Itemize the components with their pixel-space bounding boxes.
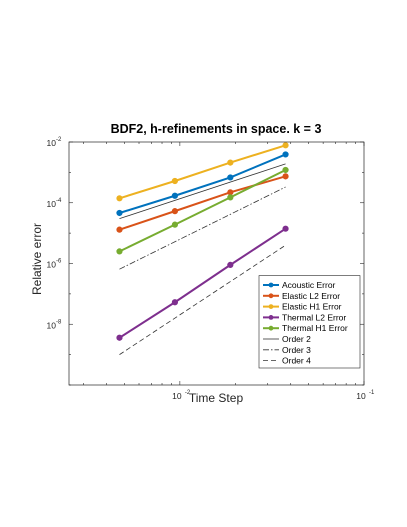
data-point-4-1 [171,221,179,228]
y-tick-exp-3: -2 [56,137,62,143]
axes: 10 -2 10 -110 -810 -610 -410 -2 [47,137,375,401]
data-point-4-3 [282,166,289,174]
data-point-0-1 [171,192,179,199]
data-point-0-2 [227,174,234,181]
x-axis-label: Time Step [189,391,244,405]
series-7 [119,244,286,355]
data-point-1-1 [171,208,179,215]
plot-area [116,142,289,355]
y-tick-label-1: 10 [47,260,57,270]
data-point-1-0 [116,226,123,233]
legend-label-0: Acoustic Error [282,280,336,290]
data-point-2-3 [282,142,289,149]
series-line-1 [119,175,286,231]
data-point-2-2 [227,159,234,166]
y-tick-exp-2: -4 [56,198,62,204]
legend-marker-1 [268,293,274,299]
y-tick-exp-1: -6 [56,259,62,265]
x-tick-label-0: 10 [172,391,182,401]
series-2 [116,142,289,202]
y-tick-label-3: 10 [47,138,57,148]
data-point-1-2 [227,189,234,196]
legend-label-6: Order 3 [282,345,311,355]
data-point-3-0 [116,334,123,341]
series-line-0 [119,153,286,214]
y-axis-label: Relative error [30,223,44,295]
data-point-2-1 [171,177,179,185]
series-line-3 [118,227,287,339]
legend-marker-2 [268,304,274,309]
x-tick-exp-1: -1 [369,390,375,396]
series-line-4 [119,169,287,253]
data-point-3-2 [227,261,234,268]
chart-title: BDF2, h-refinements in space. k = 3 [111,122,322,136]
series-3 [116,225,289,341]
data-point-0-3 [282,151,289,158]
x-tick-exp-0: -2 [185,390,191,396]
series-line-6 [119,186,286,270]
legend-label-1: Elastic L2 Error [282,291,340,301]
data-point-2-0 [116,195,123,202]
legend-label-3: Thermal L2 Error [282,312,346,322]
y-tick-label-2: 10 [47,199,57,209]
legend-box [258,275,361,369]
series-5 [119,163,286,220]
series-line-7 [119,244,286,355]
legend-label-7: Order 4 [282,356,311,366]
legend-label-4: Thermal H1 Error [282,323,348,333]
series-0 [116,151,289,217]
series-6 [119,186,286,270]
legend-label-5: Order 2 [282,334,311,344]
x-tick-label-1: 10 [356,391,366,401]
data-point-0-0 [116,209,123,217]
data-point-4-0 [116,248,123,255]
y-tick-exp-0: -8 [56,319,62,325]
legend-marker-0 [268,282,274,288]
legend-label-2: Elastic H1 Error [282,302,342,312]
y-tick-label-0: 10 [47,320,57,330]
data-point-3-1 [171,299,179,306]
series-4 [116,166,289,255]
data-point-3-3 [282,225,289,232]
data-point-4-2 [227,194,234,201]
legend-marker-4 [268,325,274,331]
series-line-5 [119,163,286,220]
data-point-1-3 [282,173,289,180]
legend-marker-3 [268,315,274,320]
series-line-2 [119,144,286,200]
